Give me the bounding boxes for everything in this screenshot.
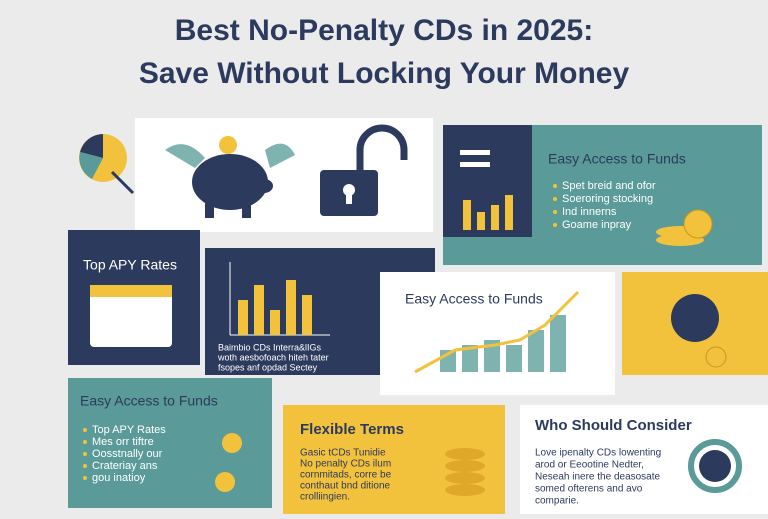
bullet xyxy=(83,476,87,480)
panel-title: Who Should Consider xyxy=(535,417,692,434)
bullet-text: Crateriay ans xyxy=(92,460,158,472)
body-text: Gasic tCDs Tunidie xyxy=(300,448,386,459)
body-text: Love ipenalty CDs lowenting xyxy=(535,448,661,459)
panel-title: Easy Access to Funds xyxy=(548,151,686,167)
top-apy-panel: Top APY Rates xyxy=(68,230,200,365)
body-text: comparie. xyxy=(535,496,579,507)
bullet xyxy=(553,184,557,188)
panel-title: Easy Access to Funds xyxy=(405,291,543,307)
title: Save Without Locking Your Money xyxy=(139,57,630,90)
body-text: Neseah inere the deasosate xyxy=(535,472,661,483)
bullet xyxy=(83,428,87,432)
bullet xyxy=(83,452,87,456)
bullet-text: gou inatioy xyxy=(92,472,146,484)
pie-icon xyxy=(79,134,135,195)
panel-title: Flexible Terms xyxy=(300,421,404,438)
bullet xyxy=(553,210,557,214)
bullet xyxy=(83,440,87,444)
body-text: arod or Eeootine Nedter, xyxy=(535,460,644,471)
bullet xyxy=(83,464,87,468)
top-right-panel: Easy Access to Funds Spet breid and ofor… xyxy=(443,125,762,265)
yellow-right-panel xyxy=(622,272,768,375)
middle-white-panel: Easy Access to Funds xyxy=(380,272,615,395)
body-text: conthaut bnd ditione xyxy=(300,481,391,492)
title: Best No-Penalty CDs in 2025: xyxy=(175,14,593,47)
body-text: crolliingien. xyxy=(300,492,350,503)
bullet-text: Soeroring stocking xyxy=(562,193,653,205)
bullet-text: Mes orr tiftre xyxy=(92,436,154,448)
bullet-text: Oosstnally our xyxy=(92,448,163,460)
body-text: No penalty CDs ilum xyxy=(300,459,391,470)
body-text: woth aesbofoach hiteh tater xyxy=(217,352,329,362)
bullet xyxy=(553,197,557,201)
who-panel: Who Should Consider Love ipenalty CDs lo… xyxy=(520,405,768,514)
piggy-panel xyxy=(135,118,433,232)
panel-title: Easy Access to Funds xyxy=(80,393,218,409)
bullet-text: Ind innerns xyxy=(562,206,617,218)
body-text: fsopes anf opdad Sectey xyxy=(218,362,318,372)
body-text: cornmitads, corre be xyxy=(300,470,392,481)
bullet xyxy=(553,223,557,227)
panel-title: Top APY Rates xyxy=(83,257,177,273)
bullet-text: Top APY Rates xyxy=(92,424,166,436)
bullet-text: Goame inpray xyxy=(562,219,632,231)
body-text: somed ofterens and avo xyxy=(535,484,643,495)
body-text: Baimbio CDs Interra&lIGs xyxy=(218,342,322,352)
bullet-text: Spet breid and ofor xyxy=(562,180,656,192)
